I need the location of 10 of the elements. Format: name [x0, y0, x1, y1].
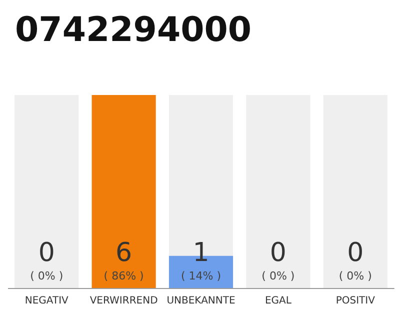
chart-title: 0742294000: [15, 10, 252, 50]
data-label: 6 ( 86% ): [104, 238, 144, 282]
x-tick-label: NEGATIV: [24, 296, 69, 306]
x-tick-label: VERWIRREND: [90, 296, 158, 306]
x-tick-label: UNBEKANNTE: [166, 296, 236, 306]
data-label: 0 ( 0% ): [338, 238, 372, 282]
data-label: 0 ( 0% ): [262, 238, 295, 282]
x-tick-label: POSITIV: [336, 296, 376, 306]
data-label: 0 ( 0% ): [30, 238, 64, 282]
x-tick-label: EGAL: [264, 296, 292, 306]
